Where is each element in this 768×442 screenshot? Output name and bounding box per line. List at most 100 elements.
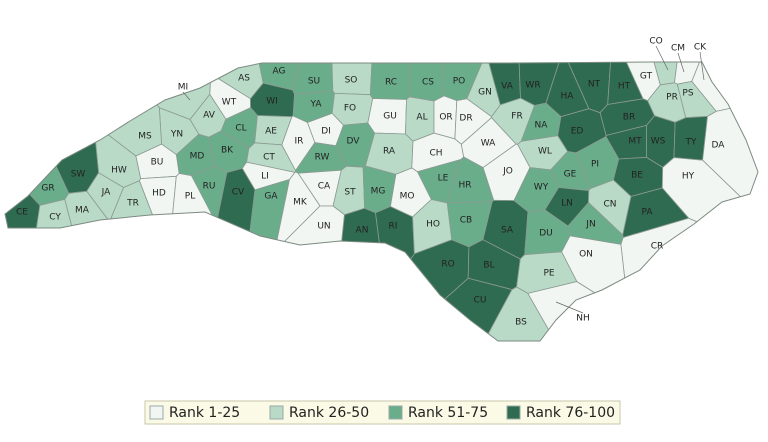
county-label: PE: [543, 269, 554, 279]
county-label: UN: [317, 222, 330, 232]
county-label: PL: [185, 192, 195, 202]
county-label: CV: [232, 188, 245, 198]
county-label: CU: [474, 296, 487, 306]
legend-label: Rank 1-25: [169, 405, 240, 421]
county-label: GT: [640, 72, 653, 82]
county-label: NH: [576, 314, 590, 324]
county-label: CL: [235, 124, 246, 134]
county-label: WA: [481, 139, 496, 149]
county-label: SA: [501, 226, 514, 236]
county-label: BK: [221, 146, 234, 156]
county-label: DV: [347, 137, 361, 147]
county-label: WS: [651, 137, 666, 147]
county-label: HR: [458, 181, 471, 191]
county-label: CH: [429, 149, 442, 159]
county-label: WL: [538, 147, 552, 157]
county: [375, 206, 415, 296]
county-label: BU: [151, 158, 164, 168]
county-label: HD: [152, 189, 166, 199]
county-label: CS: [422, 78, 434, 88]
county-label: PR: [666, 93, 678, 103]
state-outline: [4, 61, 759, 342]
county-label: HT: [618, 82, 631, 92]
county-label: MT: [628, 137, 642, 147]
county-label: PA: [641, 208, 653, 218]
county: [527, 281, 655, 341]
county-label: RI: [389, 222, 398, 232]
county-label: NT: [588, 80, 601, 90]
county: [5, 62, 70, 206]
county-label: BS: [515, 318, 527, 328]
county-label: ST: [344, 188, 356, 198]
county-label: CA: [318, 182, 331, 192]
county-label: ON: [579, 250, 593, 260]
county-label: CM: [671, 44, 685, 54]
county-label: GU: [383, 112, 397, 122]
county-label: BL: [483, 261, 494, 271]
county-label: DR: [459, 114, 472, 124]
county-label: NA: [535, 121, 549, 131]
county: [409, 62, 445, 102]
county-label: CE: [16, 208, 28, 218]
county-label: BE: [631, 171, 643, 181]
county-label: MI: [178, 83, 188, 93]
county-label: RO: [441, 260, 454, 270]
legend-box: [144, 400, 621, 425]
leader-line: [182, 91, 191, 101]
county-label: BR: [623, 113, 635, 123]
county-label: PI: [591, 160, 599, 170]
county-label: CB: [460, 216, 472, 226]
county-label: OR: [439, 113, 452, 123]
county-label: SW: [71, 170, 86, 180]
county-label: LE: [438, 174, 449, 184]
county-label: HO: [426, 220, 440, 230]
county-label: MA: [75, 206, 90, 216]
county-label: RW: [315, 153, 330, 163]
county-label: MO: [400, 192, 415, 202]
legend-label: Rank 26-50: [289, 405, 369, 421]
county-label: TY: [685, 138, 697, 148]
county-label: AN: [356, 226, 369, 236]
county-label: JO: [502, 167, 513, 177]
legend: Rank 1-25 Rank 26-50 Rank 51-75 Rank 76-100: [149, 405, 615, 421]
county-label: RC: [385, 78, 397, 88]
leader-line: [677, 52, 685, 73]
county-label: FR: [511, 112, 522, 122]
county-label: HY: [682, 172, 695, 182]
county-label: DI: [321, 127, 331, 137]
county-label: CO: [649, 37, 662, 47]
county-label: CY: [49, 213, 61, 223]
legend-label: Rank 51-75: [408, 405, 488, 421]
legend-swatch: [388, 405, 403, 420]
county-label: ED: [571, 127, 584, 137]
county-label: DU: [539, 229, 553, 239]
county-label: CT: [263, 153, 275, 163]
county: [620, 217, 758, 341]
county-label: LI: [261, 172, 269, 182]
county-label: MD: [190, 152, 205, 162]
county-label: HW: [111, 166, 127, 176]
county-label: PS: [682, 89, 693, 99]
county-label: IR: [295, 137, 304, 147]
county-label: AE: [265, 127, 277, 137]
county-label: VA: [501, 82, 514, 92]
county-labels: AS AG SU SO RC CS PO GN VA WR NT HT GT CO CM CK PR PS MI WT…: [16, 37, 725, 328]
county-label: WI: [266, 97, 278, 107]
county-label: LN: [561, 199, 573, 209]
leader-line: [655, 45, 669, 71]
county-label: AG: [273, 67, 286, 77]
county-label: SU: [308, 77, 320, 87]
county-label: RA: [383, 147, 396, 157]
leader-line: [699, 51, 705, 81]
county-label: WR: [525, 81, 540, 91]
county-label: PO: [453, 77, 466, 87]
county-label: HA: [561, 92, 575, 102]
county-label: AS: [238, 74, 250, 84]
legend-swatch: [269, 405, 284, 420]
legend-swatch: [149, 405, 164, 420]
county-label: TR: [126, 199, 139, 209]
county-label: WT: [222, 98, 237, 108]
county-label: JN: [585, 220, 595, 230]
county-label: GE: [564, 170, 577, 180]
county-label: DA: [712, 141, 726, 151]
